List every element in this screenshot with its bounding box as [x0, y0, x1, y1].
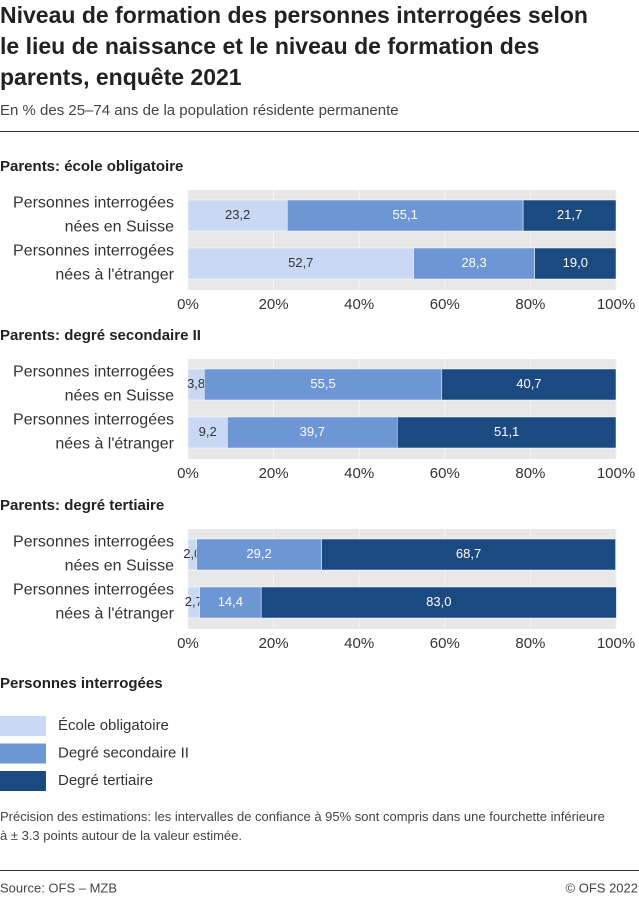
bar-segment	[199, 586, 262, 619]
x-tick-label: 100%	[597, 465, 635, 482]
title: Niveau de formation des personnes interr…	[0, 2, 588, 90]
category-label: Personnes interrogées	[13, 243, 174, 260]
legend-swatch	[0, 716, 46, 736]
x-tick-label: 100%	[597, 635, 635, 652]
value-label: 3,8	[187, 376, 205, 391]
source: Source: OFS – MZB	[0, 880, 117, 895]
value-label: 2,7	[185, 594, 203, 609]
legend-swatch	[0, 771, 46, 791]
bar-segment	[397, 416, 617, 449]
x-tick-label: 40%	[344, 635, 374, 652]
bar-segment	[441, 368, 617, 401]
note: Précision des estimations: les intervall…	[0, 809, 605, 843]
bar-segment	[227, 416, 398, 449]
x-tick-label: 40%	[344, 296, 374, 313]
note-line: à ± 3.3 points autour de la valeur estim…	[0, 828, 242, 843]
bar-segment	[321, 538, 616, 571]
bar-segment	[204, 368, 443, 401]
category-label: Personnes interrogées	[13, 534, 174, 551]
x-tick-label: 60%	[430, 296, 460, 313]
bar-segment	[187, 199, 288, 232]
bar-segment	[413, 247, 535, 280]
x-tick-label: 80%	[515, 465, 545, 482]
x-tick-label: 0%	[177, 635, 199, 652]
bar-segment	[522, 199, 617, 232]
value-label: 51,1	[494, 424, 519, 439]
bar-segment	[187, 416, 228, 449]
x-tick-label: 100%	[597, 296, 635, 313]
legend-title: Personnes interrogées	[0, 675, 163, 692]
x-tick-label: 40%	[344, 465, 374, 482]
legend-label: Degré tertiaire	[58, 772, 153, 789]
bar-segment	[260, 586, 617, 619]
x-tick-label: 80%	[515, 296, 545, 313]
value-label: 21,7	[557, 207, 582, 222]
panel-title: Parents: école obligatoire	[0, 158, 183, 175]
bar-segment	[187, 247, 414, 280]
category-label: Personnes interrogées	[13, 582, 174, 599]
category-label: nées à l'étranger	[55, 436, 174, 453]
panel-title: Parents: degré tertiaire	[0, 497, 164, 514]
copyright: © OFS 2022	[566, 880, 638, 895]
value-label: 14,4	[218, 594, 243, 609]
category-label: nées à l'étranger	[55, 606, 174, 623]
legend-label: Degré secondaire II	[58, 744, 189, 761]
value-label: 40,7	[516, 376, 541, 391]
value-label: 29,2	[246, 546, 271, 561]
panel-title: Parents: degré secondaire II	[0, 327, 201, 344]
x-tick-label: 80%	[515, 635, 545, 652]
category-label: nées en Suisse	[65, 558, 175, 575]
x-tick-label: 60%	[430, 635, 460, 652]
value-label: 28,3	[461, 255, 486, 270]
category-label: Personnes interrogées	[13, 412, 174, 429]
x-tick-label: 0%	[177, 465, 199, 482]
bar-segment	[534, 247, 617, 280]
note-line: Précision des estimations: les intervall…	[0, 809, 605, 824]
value-label: 52,7	[288, 255, 313, 270]
x-tick-label: 20%	[259, 296, 289, 313]
value-label: 68,7	[456, 546, 481, 561]
value-label: 9,2	[199, 424, 217, 439]
value-label: 83,0	[426, 594, 451, 609]
category-label: nées à l'étranger	[55, 267, 174, 284]
x-tick-label: 20%	[259, 465, 289, 482]
value-label: 55,5	[310, 376, 335, 391]
category-label: Personnes interrogées	[13, 195, 174, 212]
legend-label: École obligatoire	[58, 717, 169, 734]
x-tick-label: 60%	[430, 465, 460, 482]
value-label: 39,7	[300, 424, 325, 439]
bar-segment	[196, 538, 322, 571]
value-label: 55,1	[393, 207, 418, 222]
value-label: 19,0	[563, 255, 588, 270]
category-label: nées en Suisse	[65, 388, 175, 405]
bar-segment	[287, 199, 524, 232]
value-label: 23,2	[225, 207, 250, 222]
category-label: Personnes interrogées	[13, 364, 174, 381]
subtitle: En % des 25–74 ans de la population rési…	[0, 102, 399, 119]
x-tick-label: 0%	[177, 296, 199, 313]
category-label: nées en Suisse	[65, 219, 175, 236]
legend-swatch	[0, 743, 46, 764]
x-tick-label: 20%	[259, 635, 289, 652]
